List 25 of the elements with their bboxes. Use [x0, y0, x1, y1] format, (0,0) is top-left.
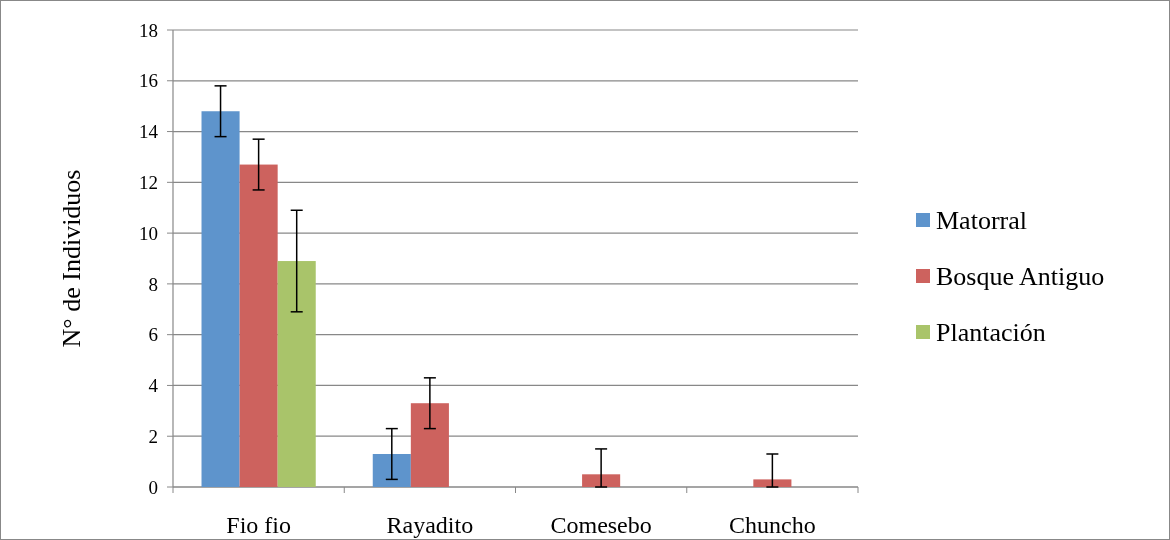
bar — [753, 479, 792, 487]
legend-label: Bosque Antiguo — [936, 262, 1105, 292]
y-tick-label: 2 — [148, 425, 158, 447]
legend-label: Plantación — [936, 318, 1046, 348]
bar — [277, 261, 316, 487]
y-tick-label: 10 — [139, 222, 158, 244]
bar — [201, 111, 240, 487]
bar — [239, 164, 278, 487]
bar — [410, 403, 449, 487]
y-tick-label: 4 — [148, 375, 159, 397]
y-tick-label: 16 — [139, 70, 158, 92]
x-tick-label: Comesebo — [550, 512, 652, 538]
y-tick-label: 18 — [139, 19, 158, 41]
legend-label: Matorral — [936, 206, 1027, 236]
y-axis-title: N° de Individuos — [57, 169, 86, 348]
x-tick-label: Rayadito — [386, 512, 474, 538]
y-tick-label: 14 — [139, 121, 159, 143]
y-tick-label: 6 — [148, 324, 158, 346]
x-tick-label: Chuncho — [729, 512, 816, 538]
y-tick-label: 0 — [148, 476, 158, 498]
x-tick-label: Fio fio — [226, 512, 291, 538]
y-tick-label: 12 — [139, 171, 158, 193]
bar — [582, 474, 621, 487]
y-tick-label: 8 — [148, 273, 158, 295]
bar — [372, 453, 411, 487]
